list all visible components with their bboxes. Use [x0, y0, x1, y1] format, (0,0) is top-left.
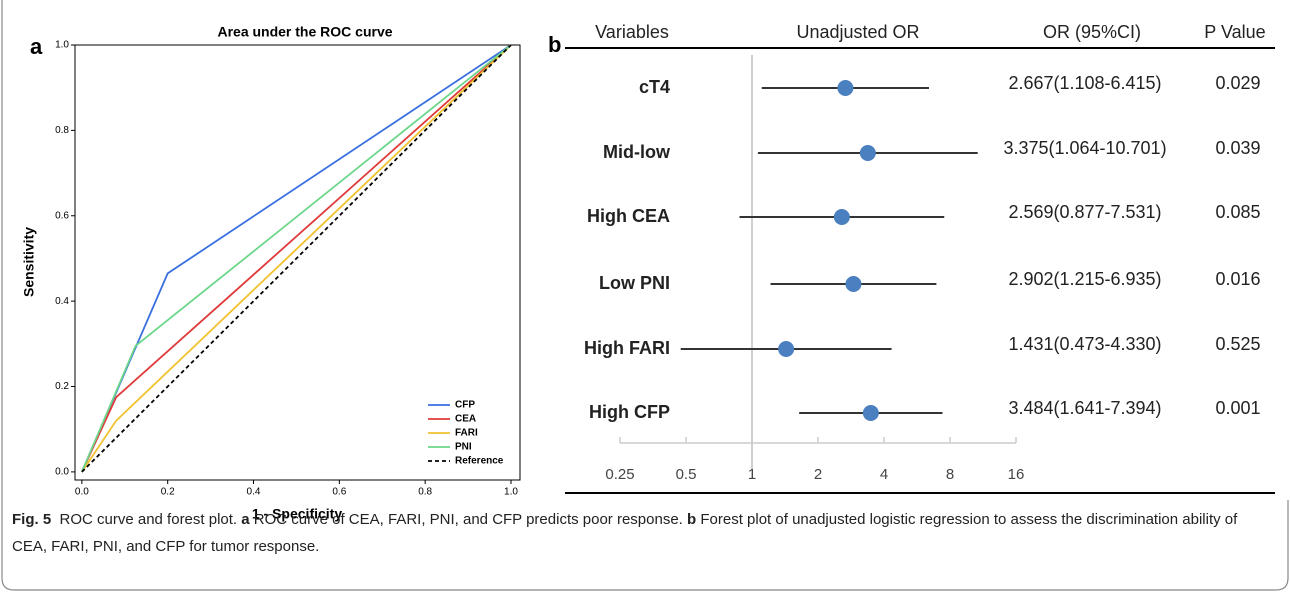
x-tick-label: 0.4: [247, 487, 261, 498]
row-label: High CFP: [589, 402, 670, 422]
y-tick-label: 0.6: [55, 210, 69, 221]
x-tick-label: 1.0: [504, 487, 518, 498]
p-value: 0.039: [1215, 138, 1260, 158]
p-value: 0.525: [1215, 334, 1260, 354]
column-header: Variables: [595, 22, 669, 42]
caption-label: Fig. 5: [12, 511, 52, 528]
row-label: High FARI: [584, 338, 670, 358]
x-tick-label: 0.6: [332, 487, 346, 498]
or-ci-label: 2.902(1.215-6.935): [1008, 269, 1161, 289]
legend-label: CEA: [455, 414, 476, 425]
row-label: cT4: [639, 77, 670, 97]
or-point: [845, 276, 862, 292]
row-label: Mid-low: [603, 142, 671, 162]
or-ci-label: 3.375(1.064-10.701): [1003, 138, 1166, 158]
row-label: Low PNI: [599, 273, 670, 293]
or-ci-label: 2.569(0.877-7.531): [1008, 202, 1161, 222]
or-ci-label: 2.667(1.108-6.415): [1008, 73, 1161, 93]
legend-label: FARI: [455, 428, 478, 439]
x-tick-label: 0.5: [676, 466, 697, 483]
y-axis-label: Sensitivity: [21, 227, 37, 297]
y-tick-label: 0.8: [55, 125, 69, 136]
caption-part-label: a: [241, 511, 250, 528]
row-label: High CEA: [587, 206, 670, 226]
caption-part-label: b: [687, 511, 697, 528]
panel-label: b: [548, 32, 561, 57]
y-tick-label: 0.4: [55, 296, 69, 307]
or-point: [778, 341, 795, 357]
or-point: [833, 209, 850, 225]
chart-title: Area under the ROC curve: [217, 24, 392, 40]
column-header: Unadjusted OR: [796, 22, 919, 42]
panel-label: a: [30, 34, 43, 59]
roc-line: [81, 44, 512, 473]
x-axis-label: 1 - Specificity: [252, 506, 342, 522]
x-tick-label: 0.8: [418, 487, 432, 498]
caption: Fig. 5 ROC curve and forest plot. a ROC …: [12, 506, 1262, 560]
or-ci-label: 1.431(0.473-4.330): [1008, 334, 1161, 354]
or-point: [859, 145, 876, 161]
caption-text: ROC curve of CEA, FARI, PNI, and CFP pre…: [253, 511, 683, 528]
column-header: P Value: [1204, 22, 1265, 42]
x-tick-label: 4: [880, 466, 888, 483]
caption-title: ROC curve and forest plot.: [59, 511, 238, 528]
legend-label: PNI: [455, 442, 472, 453]
plot-frame: [74, 44, 521, 481]
y-tick-label: 1.0: [55, 40, 69, 51]
legend-label: CFP: [455, 400, 475, 411]
roc-line: [81, 44, 512, 473]
y-tick-label: 0.0: [55, 467, 69, 478]
p-value: 0.001: [1215, 398, 1260, 418]
x-tick-label: 0.25: [605, 466, 634, 483]
roc-line: [81, 44, 512, 473]
or-point: [862, 405, 879, 421]
x-tick-label: 0.0: [75, 487, 89, 498]
p-value: 0.016: [1215, 269, 1260, 289]
p-value: 0.029: [1215, 73, 1260, 93]
p-value: 0.085: [1215, 202, 1260, 222]
x-tick-label: 16: [1008, 466, 1025, 483]
y-tick-label: 0.2: [55, 381, 69, 392]
legend-label: Reference: [455, 456, 504, 467]
x-tick-label: 1: [748, 466, 756, 483]
column-header: OR (95%CI): [1043, 22, 1141, 42]
or-point: [837, 80, 854, 96]
caption-text: Forest plot of unadjusted logistic regre…: [12, 511, 1238, 555]
x-tick-label: 2: [814, 466, 822, 483]
x-tick-label: 8: [946, 466, 954, 483]
x-tick-label: 0.2: [161, 487, 175, 498]
or-ci-label: 3.484(1.641-7.394): [1008, 398, 1161, 418]
